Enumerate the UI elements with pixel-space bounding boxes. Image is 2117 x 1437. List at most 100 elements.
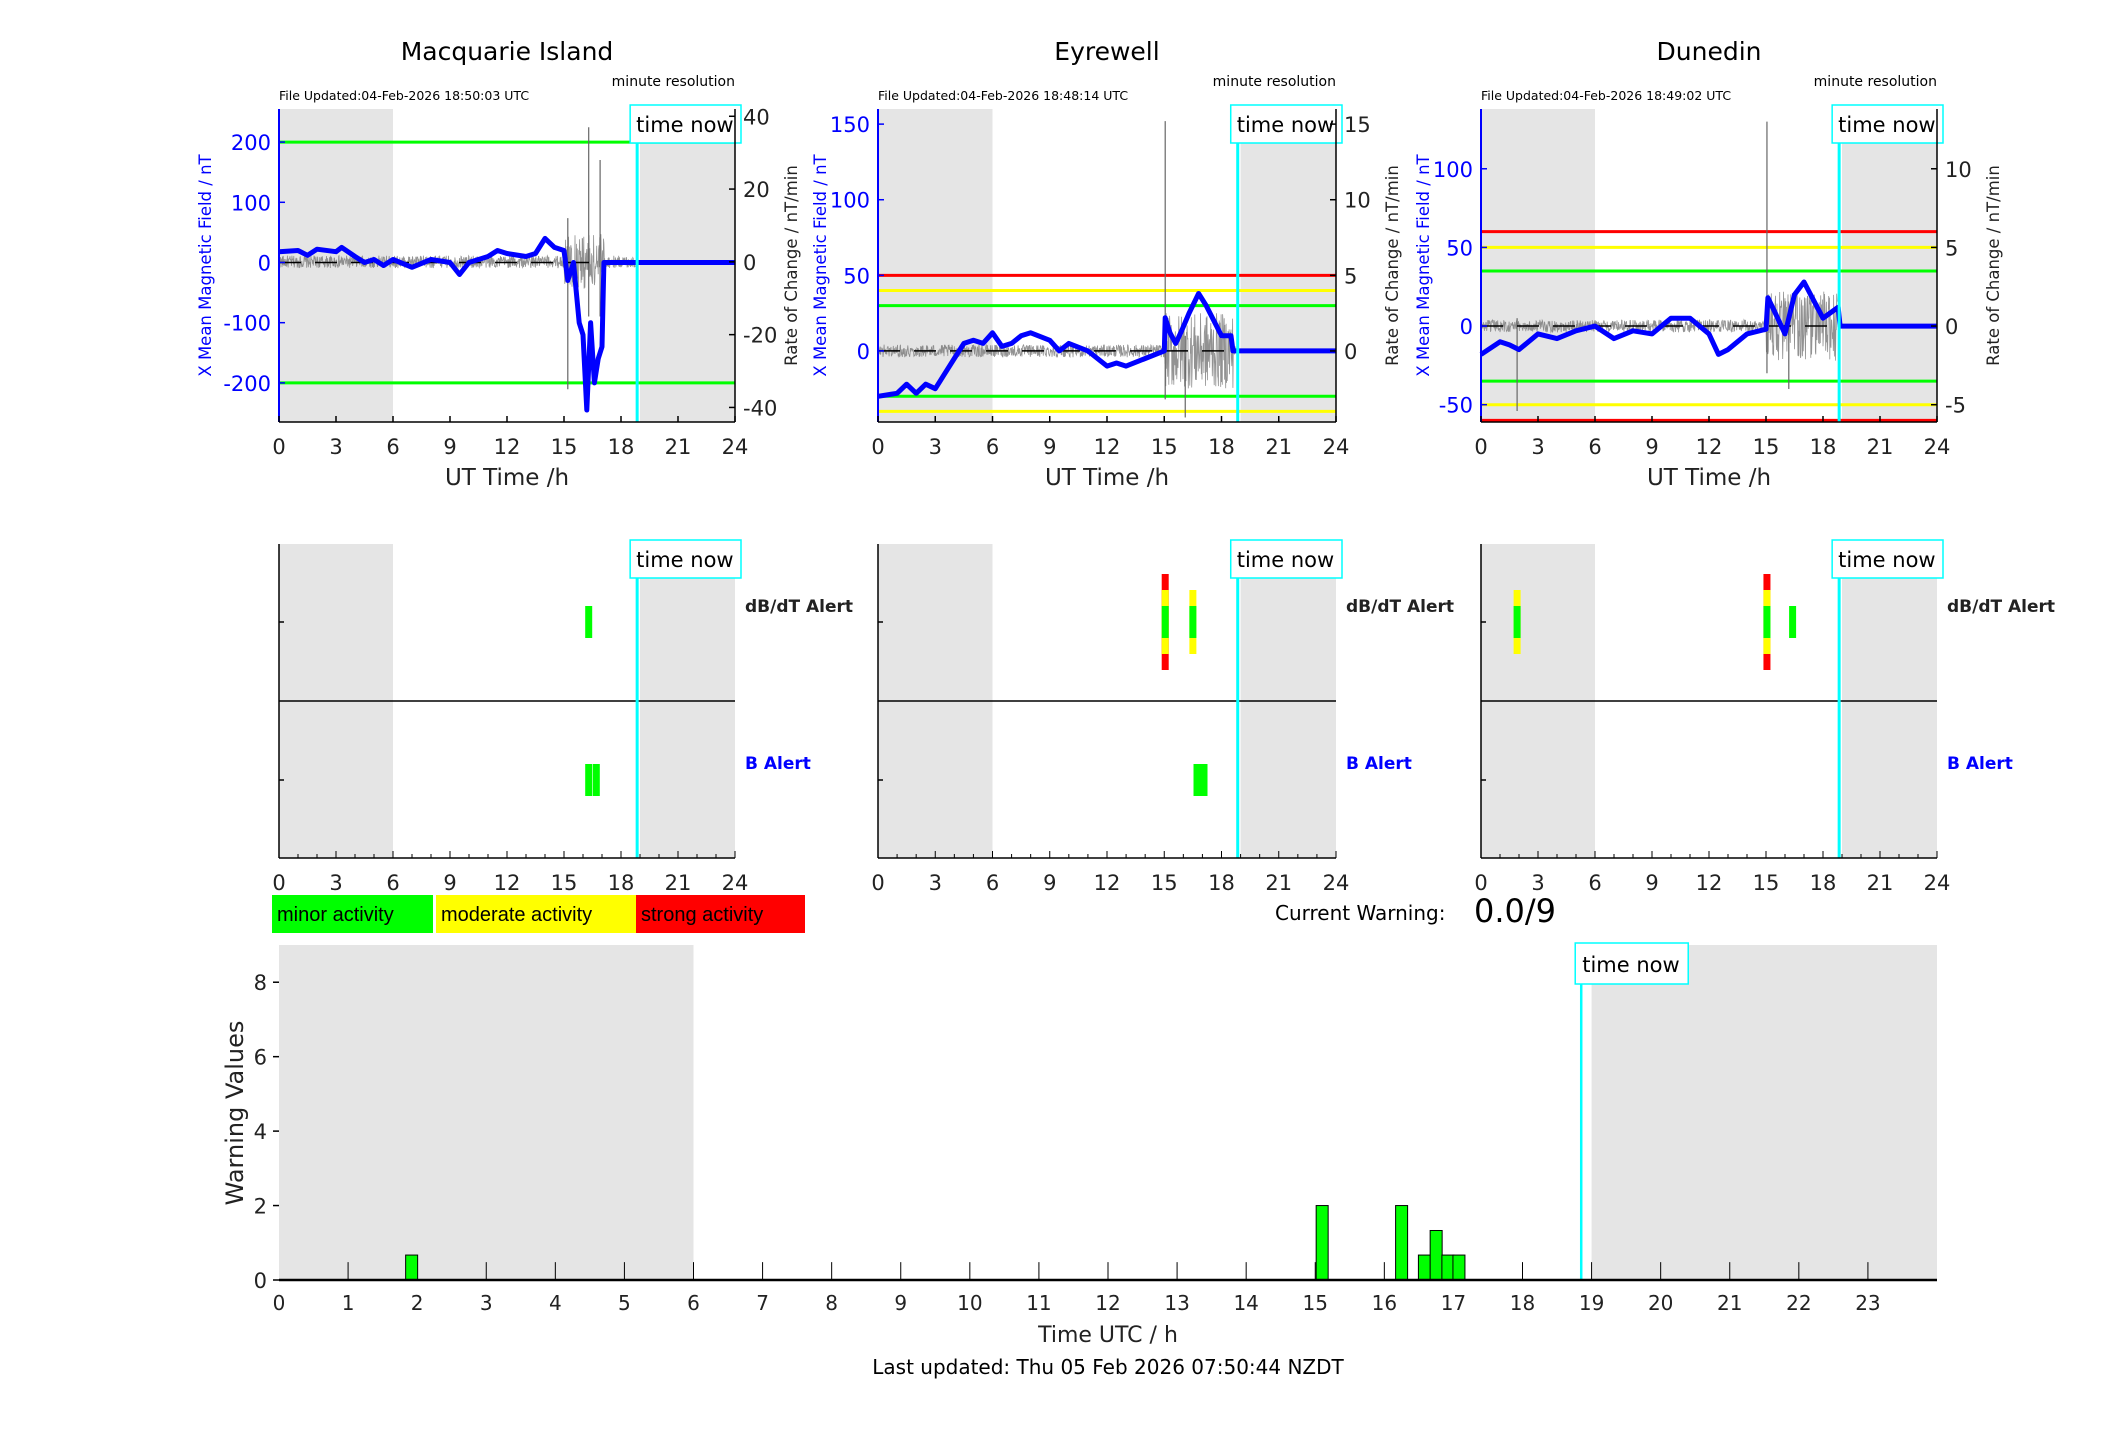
warning-bar <box>1395 1205 1409 1281</box>
y-tick-label: 6 <box>254 1046 267 1070</box>
time-now-box <box>1229 104 1343 144</box>
x-tick-label: 12 <box>1696 871 1723 895</box>
y-tick-label-left: 0 <box>1460 315 1473 339</box>
night-shading <box>878 109 993 422</box>
x-tick-label: 12 <box>1696 435 1723 459</box>
alert-bar-minor <box>1763 606 1771 638</box>
x-tick-label: 18 <box>1810 871 1837 895</box>
alert-bar-minor <box>1193 764 1208 796</box>
x-tick-label: 21 <box>665 871 692 895</box>
station-title: Dunedin <box>1657 37 1762 66</box>
time-now-label: time now <box>1237 113 1334 137</box>
x-tick-label: 3 <box>480 1291 493 1315</box>
alert-bar-minor <box>1189 606 1197 638</box>
x-axis-label: Time UTC / h <box>1037 1323 1178 1348</box>
y-tick-label-right: 0 <box>1945 315 1958 339</box>
station-panel-eyrewell: Eyrewell File Updated:04-Feb-2026 18:48:1… <box>811 37 1454 895</box>
x-tick-label: 0 <box>273 1291 286 1315</box>
x-tick-label: 18 <box>1208 435 1235 459</box>
x-tick-label: 6 <box>986 871 999 895</box>
warning-bar <box>1429 1229 1443 1281</box>
x-tick-label: 23 <box>1855 1291 1880 1315</box>
x-tick-label: 3 <box>1531 871 1544 895</box>
y-tick-label-right: 10 <box>1344 189 1371 213</box>
y-tick-label-left: 50 <box>1446 236 1473 260</box>
y-tick-label-right: 10 <box>1945 158 1972 182</box>
x-tick-label: 11 <box>1026 1291 1051 1315</box>
x-mean-field-line <box>1479 279 1937 357</box>
night-shading <box>1481 109 1595 422</box>
x-tick-label: 12 <box>494 435 521 459</box>
x-axis-label: UT Time /h <box>445 465 569 491</box>
y-tick-label-right: 5 <box>1344 264 1357 288</box>
night-shading <box>1240 109 1336 422</box>
file-updated-text: File Updated:04-Feb-2026 18:48:14 UTC <box>878 88 1128 103</box>
x-tick-label: 16 <box>1372 1291 1397 1315</box>
time-now-label: time now <box>1582 953 1679 977</box>
night-shading <box>1591 945 1937 1280</box>
time-now-box <box>1574 942 1689 985</box>
alert-panel: time now 0 3 6 9 12 15 18 21 24 dB/dT Alert B Alert <box>1474 539 2055 895</box>
resolution-note: minute resolution <box>1213 74 1336 90</box>
x-tick-label: 15 <box>551 435 578 459</box>
time-now-box <box>629 539 742 579</box>
y-tick-label-left: 200 <box>231 131 271 155</box>
x-tick-label: 10 <box>957 1291 982 1315</box>
x-tick-label: 5 <box>618 1291 631 1315</box>
dbdt-alert-label: dB/dT Alert <box>745 597 853 617</box>
x-tick-label: 0 <box>871 435 884 459</box>
x-tick-label: 0 <box>1474 435 1487 459</box>
x-tick-label: 19 <box>1579 1291 1604 1315</box>
x-tick-label: 21 <box>1265 871 1292 895</box>
x-tick-label: 12 <box>1094 435 1121 459</box>
warning-bar <box>405 1254 419 1281</box>
alert-panel: time now 0 3 6 9 12 15 18 21 24 dB/dT Alert B Alert <box>871 539 1454 895</box>
x-tick-label: 6 <box>986 435 999 459</box>
x-tick-label: 3 <box>929 435 942 459</box>
x-mean-field-line <box>278 235 735 413</box>
y-tick-label-left: 150 <box>830 113 870 137</box>
night-shading <box>640 109 735 422</box>
alert-bar-minor <box>585 764 593 796</box>
alert-bar-minor <box>1513 606 1521 638</box>
y-axis-label-right: Rate of Change / nT/min <box>1984 165 2003 366</box>
x-axis-label: UT Time /h <box>1045 465 1169 491</box>
warning-bar <box>1315 1205 1329 1281</box>
b-alert-label: B Alert <box>745 754 811 774</box>
y-tick-label: 8 <box>254 971 267 995</box>
x-tick-label: 9 <box>1645 871 1658 895</box>
x-tick-label: 18 <box>1208 871 1235 895</box>
legend-swatch <box>636 895 805 933</box>
y-tick-label-right: 5 <box>1945 236 1958 260</box>
x-tick-label: 2 <box>411 1291 424 1315</box>
x-tick-label: 15 <box>1151 871 1178 895</box>
x-tick-label: 12 <box>1095 1291 1120 1315</box>
x-tick-label: 9 <box>1645 435 1658 459</box>
y-tick-label-right: 15 <box>1344 113 1371 137</box>
b-alert-label: B Alert <box>1947 754 2013 774</box>
alert-bar-minor <box>585 606 593 638</box>
legend-swatch <box>436 895 636 933</box>
activity-legend: minor activity moderate activity strong ac… <box>272 895 805 933</box>
current-warning-value: 0.0/9 <box>1474 892 1556 930</box>
y-tick-label: 0 <box>254 1269 267 1293</box>
y-tick-label-right: 0 <box>743 251 756 275</box>
rate-of-change-trace <box>877 313 1236 389</box>
alert-bar-minor <box>592 764 600 796</box>
x-tick-label: 0 <box>1474 871 1487 895</box>
time-now-label: time now <box>1838 113 1935 137</box>
alert-panel: time now 0 3 6 9 12 15 18 21 24 dB/dT Alert B Alert <box>272 539 853 895</box>
y-axis-label-left: X Mean Magnetic Field / nT <box>196 153 215 376</box>
x-tick-label: 4 <box>549 1291 562 1315</box>
x-tick-label: 24 <box>1924 435 1951 459</box>
x-tick-label: 1 <box>342 1291 355 1315</box>
x-tick-label: 9 <box>894 1291 907 1315</box>
x-axis-label: UT Time /h <box>1647 465 1771 491</box>
y-tick-label-left: -100 <box>223 312 271 336</box>
alert-bar-minor <box>1161 606 1169 638</box>
x-tick-label: 15 <box>1303 1291 1328 1315</box>
x-tick-label: 21 <box>1867 871 1894 895</box>
x-tick-label: 18 <box>608 871 635 895</box>
x-tick-label: 17 <box>1441 1291 1466 1315</box>
file-updated-text: File Updated:04-Feb-2026 18:50:03 UTC <box>279 88 529 103</box>
